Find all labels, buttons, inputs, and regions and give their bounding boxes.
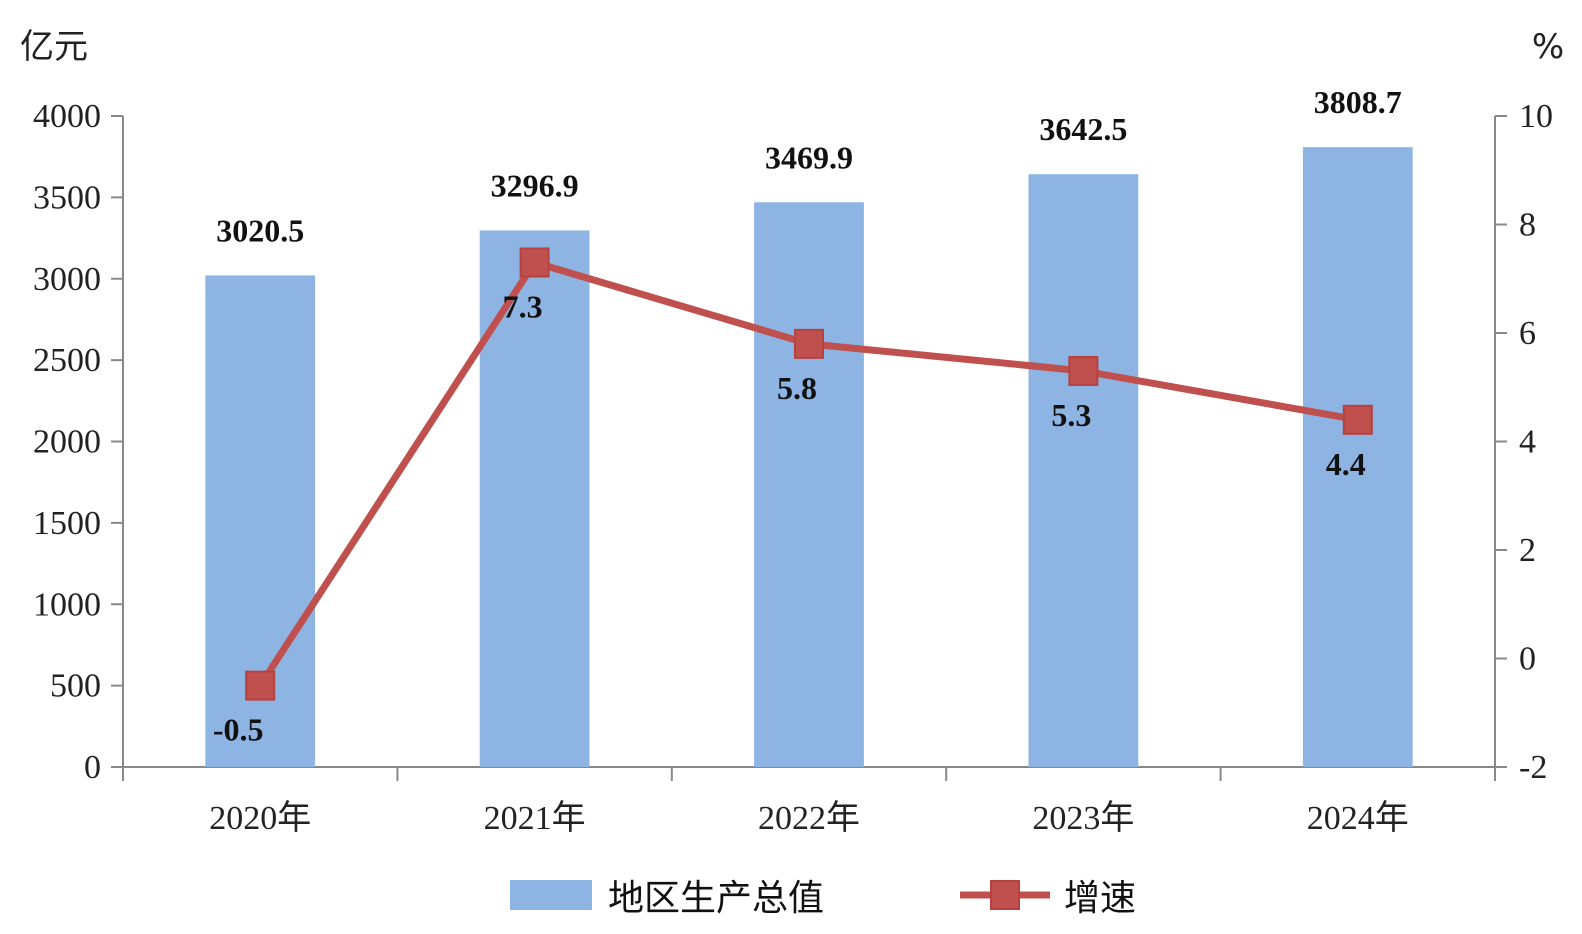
left-axis-tick-label: 3000 [33,261,101,298]
right-axis-tick-label: 2 [1519,532,1536,569]
left-axis-tick-label: 2000 [33,424,101,461]
x-axis-tick-label: 2021年 [484,799,586,837]
left-axis-tick-label: 500 [50,668,101,705]
right-axis-tick-label: 6 [1519,315,1536,352]
left-axis-unit: 亿元 [20,27,88,67]
legend-line-marker [990,880,1020,910]
x-axis-tick-label: 2022年 [758,799,860,837]
line-series [245,247,1373,701]
line-value-label: 4.4 [1326,446,1366,482]
line-marker [1342,404,1373,435]
left-axis-tick-label: 0 [84,749,101,786]
left-axis-tick-label: 1000 [33,586,101,623]
legend-bar-swatch [510,880,592,910]
bar [1302,147,1413,767]
legend-bar-label: 地区生产总值 [608,878,824,919]
bar-value-label: 3808.7 [1314,84,1402,120]
left-axis-tick-label: 2500 [33,342,101,379]
line-marker [519,247,550,278]
bar-series [205,147,1413,768]
x-axis-tick-label: 2023年 [1032,799,1134,837]
right-axis-tick-label: -2 [1519,749,1547,786]
right-axis-tick-label: 8 [1519,207,1536,244]
right-axis-tick-label: 4 [1519,424,1536,461]
bar-value-label: 3296.9 [491,167,579,203]
legend: 地区生产总值 增速 [510,878,1136,919]
right-axis-tick-label: 10 [1519,98,1553,135]
axes: 0 500 1000 1500 2000 2500 3000 3500 4000 -2 0 2 4 6 8 1… [33,98,1553,837]
right-axis-tick-label: 0 [1519,641,1536,678]
bar-value-label: 3020.5 [216,212,304,248]
x-axis-tick-label: 2024年 [1307,799,1409,837]
line-value-label: 5.8 [777,370,817,406]
right-axis-unit: % [1532,27,1564,67]
line-value-label: 5.3 [1051,397,1091,433]
data-labels: 3020.5 3296.9 3469.9 3642.5 3808.7 -0.5 7.3 5.8… [213,84,1402,747]
bar-value-label: 3469.9 [765,139,853,175]
line-marker [245,670,276,701]
bar-value-label: 3642.5 [1039,111,1127,147]
legend-line-label: 增速 [1064,878,1136,919]
line-marker [794,328,824,359]
left-axis-tick-label: 3500 [33,179,101,216]
bar [754,202,864,767]
line-marker [1068,355,1099,386]
line-value-label: 7.3 [503,288,543,324]
bar [1028,174,1139,768]
line-value-label: -0.5 [213,712,264,748]
left-axis-tick-label: 1500 [33,505,101,542]
x-axis-tick-label: 2020年 [209,799,311,837]
left-axis-tick-label: 4000 [33,98,101,135]
